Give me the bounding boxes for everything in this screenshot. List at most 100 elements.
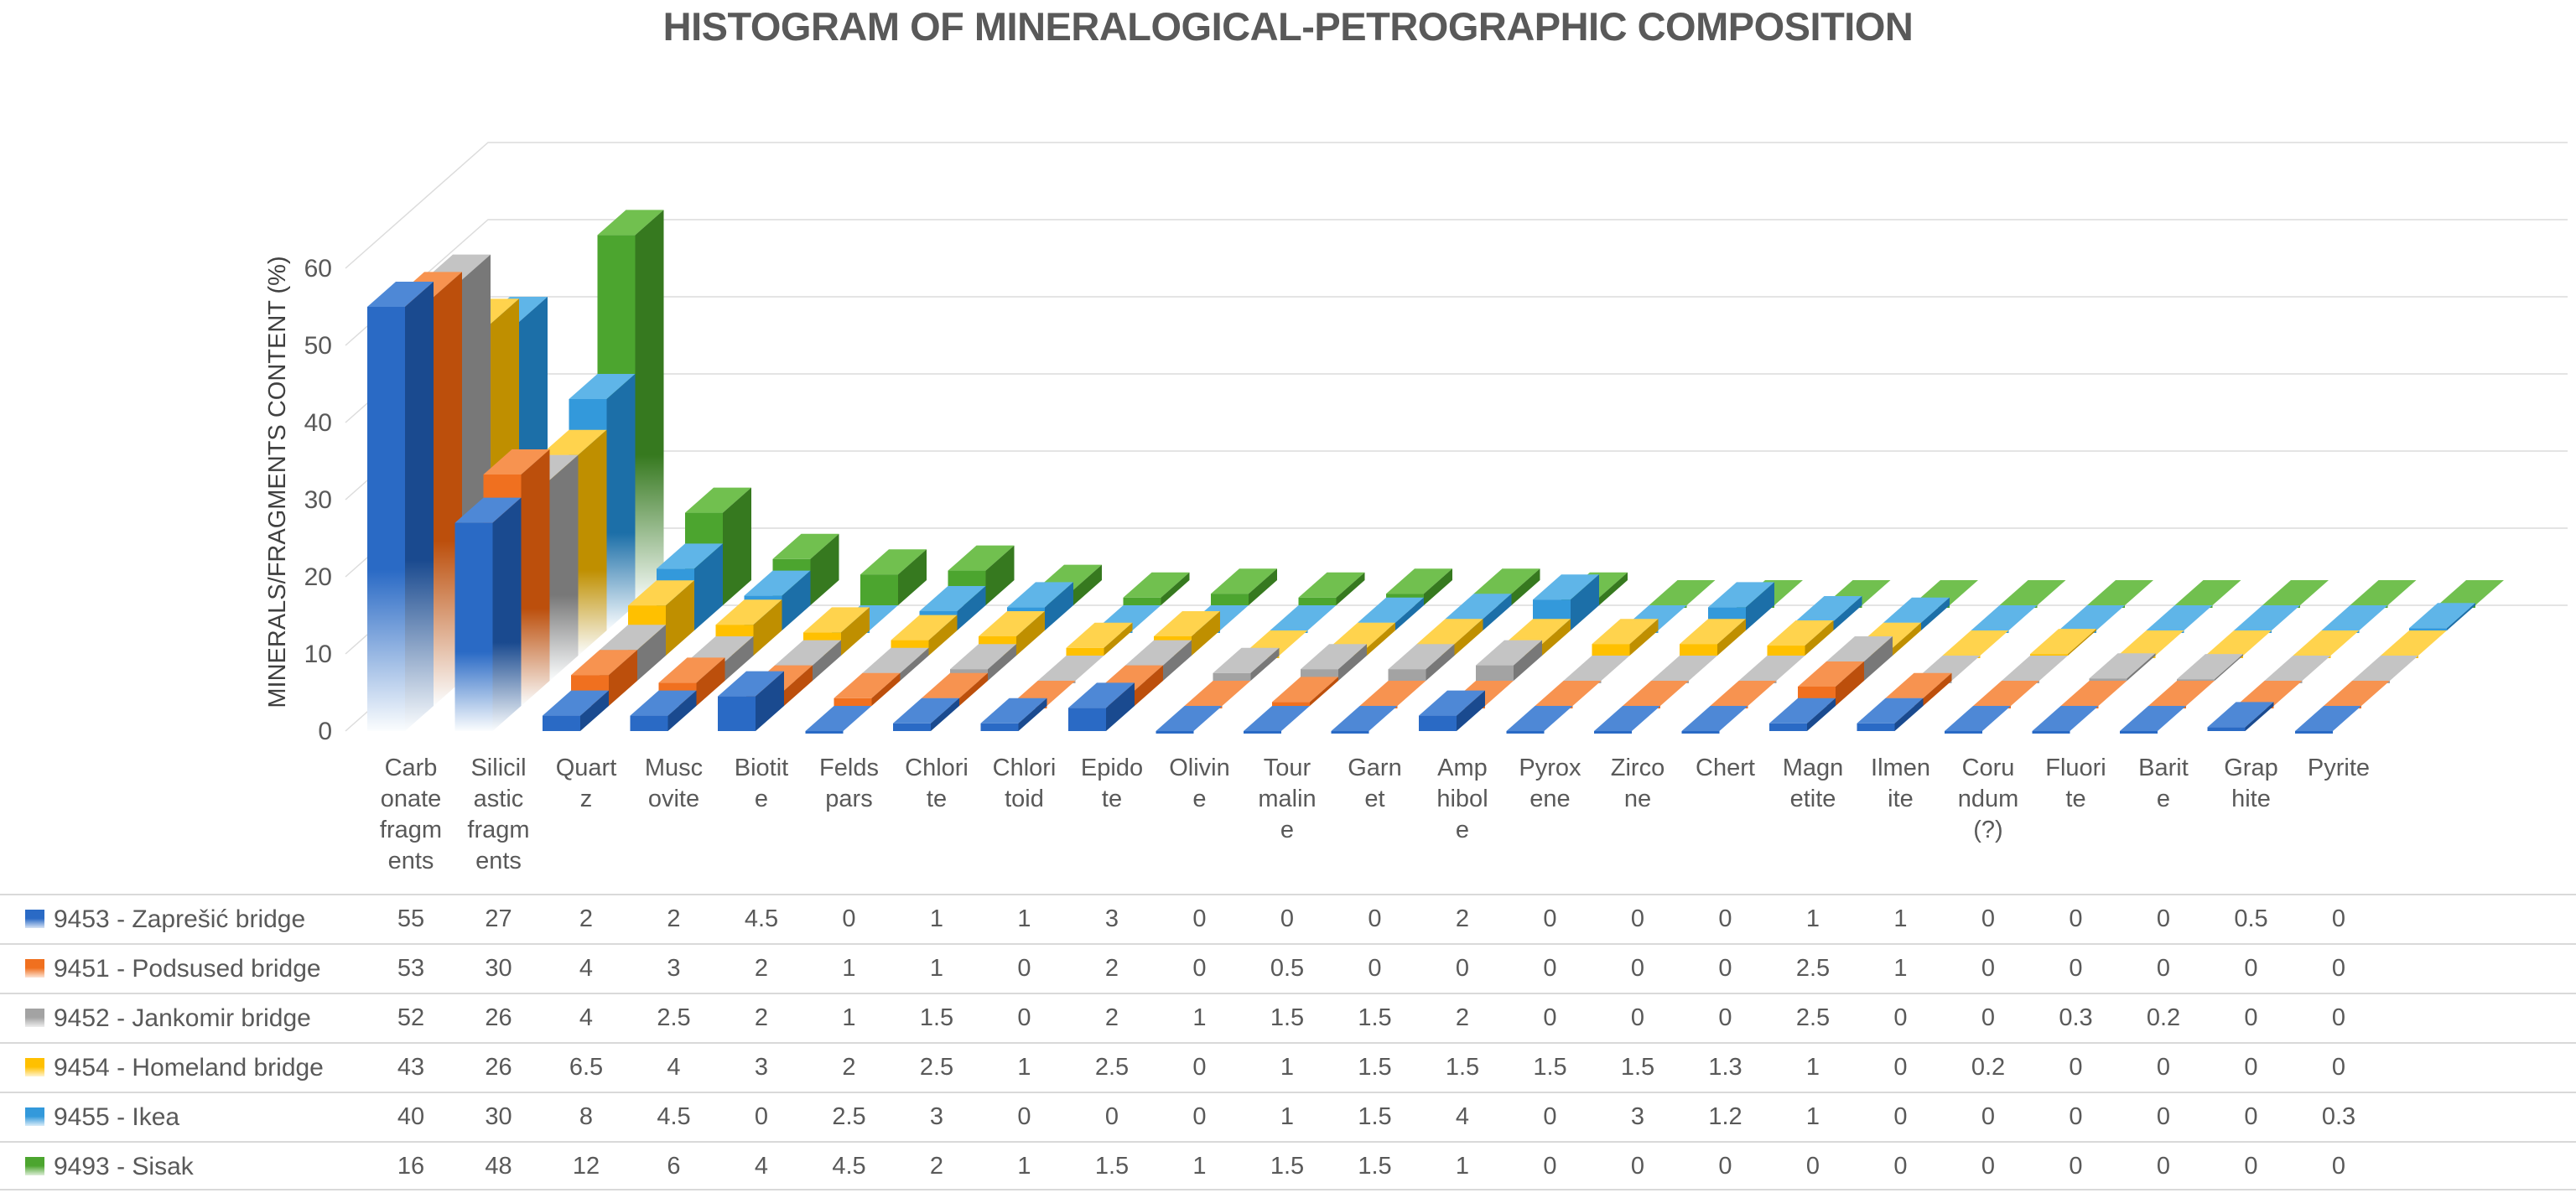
bar	[630, 690, 697, 731]
series-label: 9452 - Jankomir bridge	[54, 1004, 311, 1032]
bar-side-face	[756, 671, 784, 731]
bar	[2324, 681, 2390, 708]
bar-top-face	[2293, 630, 2360, 656]
y-tick-label: 50	[304, 332, 332, 360]
value-cell: 1.5	[1358, 1103, 1392, 1130]
bar-top-face	[2059, 605, 2125, 630]
bar-top-face	[1592, 619, 1659, 645]
bar-top-face	[2174, 580, 2241, 605]
value-cell: 4.5	[657, 1103, 691, 1130]
bar-top-face	[1506, 706, 1573, 731]
bar-side-face	[2447, 603, 2475, 630]
legend-swatch	[25, 1157, 44, 1175]
bar	[1037, 656, 1104, 683]
value-cell: 53	[397, 955, 425, 982]
bar-front-edge	[2032, 731, 2070, 734]
bar-side-face	[1836, 661, 1864, 706]
value-cell: 3	[1630, 1103, 1645, 1130]
value-cell: 0	[2244, 1004, 2258, 1031]
bar-side-face	[2245, 702, 2274, 731]
bar-top-face	[1767, 620, 1834, 646]
legend-swatch	[25, 1107, 44, 1126]
bar	[1211, 568, 1277, 605]
bar-side-face	[405, 282, 434, 731]
bar-side-face	[1104, 622, 1133, 656]
bar-top-face	[1857, 698, 1924, 724]
value-cell: 0	[2244, 1054, 2258, 1081]
bar-front-face	[367, 307, 405, 731]
bar-top-face	[1945, 706, 2011, 731]
bar-front-edge	[1156, 731, 1194, 734]
bar-top-face	[1329, 622, 1395, 648]
bar	[1359, 681, 1426, 708]
value-cell: 1.5	[1270, 1004, 1305, 1031]
bar-top-face	[1331, 706, 1398, 731]
bar-top-face	[2117, 630, 2184, 656]
bar-top-face	[2264, 656, 2331, 681]
bar	[860, 549, 927, 605]
value-cell: 1.5	[919, 1004, 954, 1031]
bar-side-face	[521, 449, 550, 706]
value-cell: 0	[2069, 1153, 2083, 1180]
bar-top-face	[805, 706, 872, 731]
bar-top-face	[2234, 605, 2300, 630]
bar-top-face	[2262, 580, 2329, 605]
bar-side-face	[492, 497, 522, 731]
bar-top-face	[1971, 605, 2038, 630]
bar-front-edge	[1244, 731, 1281, 734]
bar-side-face	[1511, 568, 1540, 605]
value-cell: 0	[1455, 955, 1470, 982]
category-label: Magn etite	[1783, 755, 1844, 812]
bar-top-face	[860, 549, 927, 575]
bar-side-face	[1894, 698, 1924, 731]
category-label: Pyrite	[2308, 755, 2370, 781]
bar	[2264, 656, 2331, 683]
bar-top-face	[1068, 682, 1135, 708]
value-cell: 0	[1893, 1103, 1908, 1130]
bar-side-face	[1454, 619, 1483, 656]
bar	[1476, 640, 1542, 681]
bar-side-face	[1746, 582, 1774, 630]
value-cell: 0	[1718, 1004, 1732, 1031]
bar	[2321, 605, 2388, 633]
bar-front-edge	[2295, 731, 2333, 734]
table-row: 9454 - Homeland bridge 43 26 6.5 4 3 2 2.5 1 2.5 0…	[0, 1042, 2576, 1092]
bar-top-face	[2146, 605, 2213, 630]
bar	[1301, 644, 1367, 681]
value-cell: 0	[754, 1103, 769, 1130]
bar-side-face	[1717, 619, 1746, 656]
bar-side-face	[696, 657, 725, 706]
value-cell: 2.5	[832, 1103, 866, 1130]
bar	[1535, 681, 1602, 708]
value-cell: 0	[1543, 905, 1557, 932]
value-cell: 1	[842, 1004, 856, 1031]
value-cell: 0	[2156, 1054, 2171, 1081]
bar-top-face	[1651, 656, 1717, 681]
value-cell: 2	[1455, 1004, 1470, 1031]
bar-side-face	[694, 543, 723, 630]
bar	[1388, 644, 1455, 681]
value-cell: 0.2	[2146, 1004, 2181, 1031]
bar	[1942, 630, 2009, 658]
value-cell: 0	[2331, 1054, 2346, 1081]
bar-front-face	[1213, 672, 1251, 681]
bar-top-face	[2002, 656, 2068, 681]
bar-top-face	[1359, 681, 1426, 706]
bar-top-face	[1594, 706, 1660, 731]
bar-top-face	[1826, 636, 1893, 661]
bar	[1767, 620, 1834, 656]
bar-side-face	[2068, 629, 2096, 656]
bar-side-face	[985, 545, 1015, 605]
value-cell: 1	[1192, 1153, 1207, 1180]
value-cell: 6.5	[569, 1054, 604, 1081]
data-table: 9453 - Zaprešić bridge 55 27 2 2 4.5 0 1 1 3 0 0 0 2 0…	[0, 894, 2576, 1190]
bar-front-face	[2409, 628, 2447, 630]
bar	[454, 497, 522, 731]
bar-top-face	[1270, 605, 1337, 630]
bar-top-face	[367, 282, 434, 307]
series-label: 9453 - Zaprešić bridge	[54, 905, 306, 933]
bar-top-face	[1445, 594, 1512, 620]
bar-top-face	[1184, 681, 1251, 706]
bar-top-face	[772, 533, 839, 559]
value-cell: 1.5	[1270, 1153, 1305, 1180]
